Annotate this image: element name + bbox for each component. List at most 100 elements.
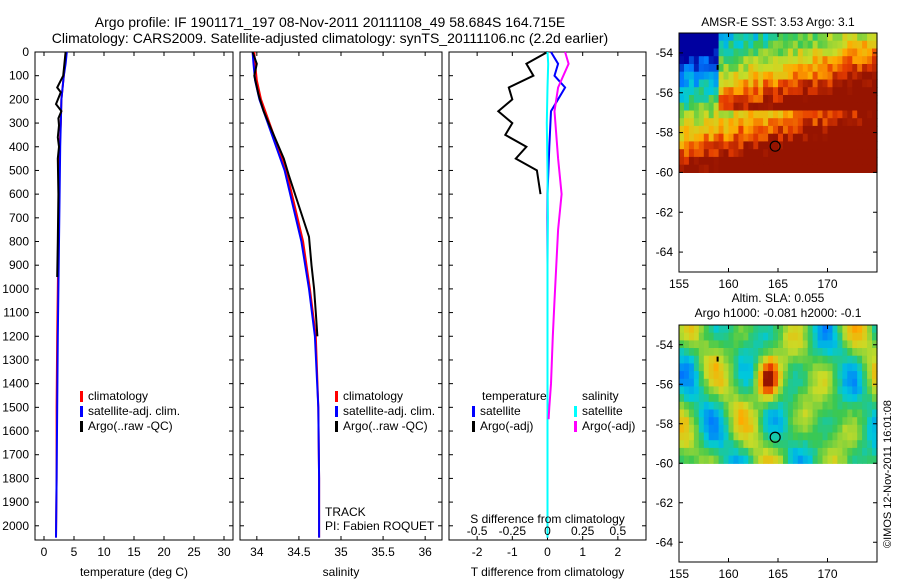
heatmap-cell — [738, 417, 744, 426]
heatmap-cell — [822, 110, 829, 119]
heatmap-cell — [862, 133, 868, 142]
heatmap-cell — [792, 371, 799, 380]
heatmap-cell — [827, 371, 834, 380]
heatmap-cell — [812, 417, 819, 426]
heatmap-cell — [872, 440, 878, 449]
heatmap-cell — [837, 40, 843, 49]
heatmap-cell — [807, 110, 814, 119]
heatmap-cell — [822, 401, 829, 411]
heatmap-cell — [679, 110, 685, 119]
heatmap-cell — [832, 133, 838, 142]
heatmap-cell — [832, 401, 838, 411]
heatmap-cell — [837, 71, 843, 80]
heatmap-cell — [817, 348, 824, 357]
heatmap-cell — [763, 447, 769, 457]
heatmap-cell — [812, 386, 819, 395]
heatmap-cell — [733, 394, 739, 403]
heatmap-cell — [773, 133, 779, 142]
heatmap-cell — [723, 133, 730, 142]
x-tick-label: 170 — [817, 567, 837, 580]
heatmap-cell — [783, 340, 789, 349]
heatmap-cell — [743, 102, 749, 111]
heatmap-cell — [723, 417, 730, 426]
heatmap-cell — [698, 340, 705, 349]
heatmap-cell — [743, 64, 749, 73]
heatmap-cell — [867, 149, 873, 158]
heatmap-cell — [872, 424, 878, 434]
heatmap-cell — [832, 110, 838, 119]
heatmap-cell — [783, 409, 789, 418]
heatmap-cell — [778, 363, 784, 372]
heatmap-cell — [812, 95, 819, 104]
heatmap-cell — [698, 401, 705, 411]
heatmap-cell — [862, 56, 868, 65]
heatmap-cell — [842, 440, 848, 449]
heatmap-cell — [842, 141, 848, 150]
heatmap-cell — [872, 149, 878, 158]
heatmap-cell — [867, 401, 873, 411]
heatmap-cell — [684, 156, 690, 166]
x-tick-label: 5 — [71, 545, 78, 559]
heatmap-cell — [679, 102, 685, 111]
heatmap-cell — [718, 110, 725, 119]
panel-salinity: 34 34.5 35 35.5 36salinityclimatologysatelli… — [239, 51, 443, 579]
heatmap-cell — [802, 40, 809, 49]
heatmap-cell — [827, 48, 834, 57]
heatmap-cell — [847, 363, 853, 372]
heatmap-cell — [743, 447, 749, 457]
heatmap-cell — [792, 409, 799, 418]
heatmap-cell — [748, 417, 754, 426]
heatmap-cell — [684, 133, 690, 142]
legend-swatch — [80, 421, 83, 432]
heatmap-cell — [783, 125, 789, 135]
heatmap-cell — [684, 432, 690, 441]
heatmap-cell — [733, 141, 739, 150]
heatmap-cell — [797, 64, 804, 73]
heatmap-cell — [743, 156, 749, 166]
heatmap-cell — [797, 378, 804, 388]
heatmap-cell — [738, 348, 744, 357]
heatmap-cell — [842, 432, 848, 441]
heatmap-cell — [837, 118, 843, 127]
heatmap-cell — [802, 363, 809, 372]
heatmap-cell — [807, 71, 814, 80]
x-tick-label: 35 — [334, 545, 348, 559]
heatmap-cell — [758, 447, 764, 457]
heatmap-cell — [847, 417, 853, 426]
heatmap-cell — [738, 71, 744, 80]
heatmap-cell — [718, 125, 725, 135]
heatmap-cell — [693, 149, 700, 158]
heatmap-cell — [693, 409, 700, 418]
heatmap-cell — [812, 141, 819, 150]
heatmap-cell — [688, 348, 695, 357]
heatmap-cell — [837, 394, 843, 403]
heatmap-cell — [837, 424, 843, 434]
heatmap-cell — [698, 110, 705, 119]
heatmap-cell — [842, 71, 848, 80]
heatmap-cell — [783, 371, 789, 380]
heatmap-cell — [822, 432, 829, 441]
heatmap-cell — [758, 87, 764, 96]
heatmap-cell — [783, 48, 789, 57]
heatmap-cell — [802, 325, 809, 334]
heatmap-cell — [733, 432, 739, 441]
heatmap-cell — [698, 447, 705, 457]
heatmap-cell — [822, 149, 829, 158]
heatmap-cell — [723, 409, 730, 418]
heatmap-cell — [852, 424, 858, 434]
y-tick-label: 1900 — [2, 495, 29, 509]
heatmap-cell — [787, 79, 794, 88]
heatmap-cell — [832, 40, 838, 49]
heatmap-cell — [817, 371, 824, 380]
legend-swatch — [574, 421, 577, 432]
heatmap-cell — [768, 325, 774, 334]
heatmap-cell — [688, 102, 695, 111]
heatmap-cell — [748, 133, 754, 142]
heatmap-cell — [862, 102, 868, 111]
heatmap-cell — [797, 141, 804, 150]
heatmap-cell — [812, 56, 819, 65]
heatmap-cell — [778, 164, 784, 173]
heatmap-cell — [832, 355, 838, 364]
heatmap-cell — [797, 417, 804, 426]
heatmap-cell — [733, 401, 739, 411]
